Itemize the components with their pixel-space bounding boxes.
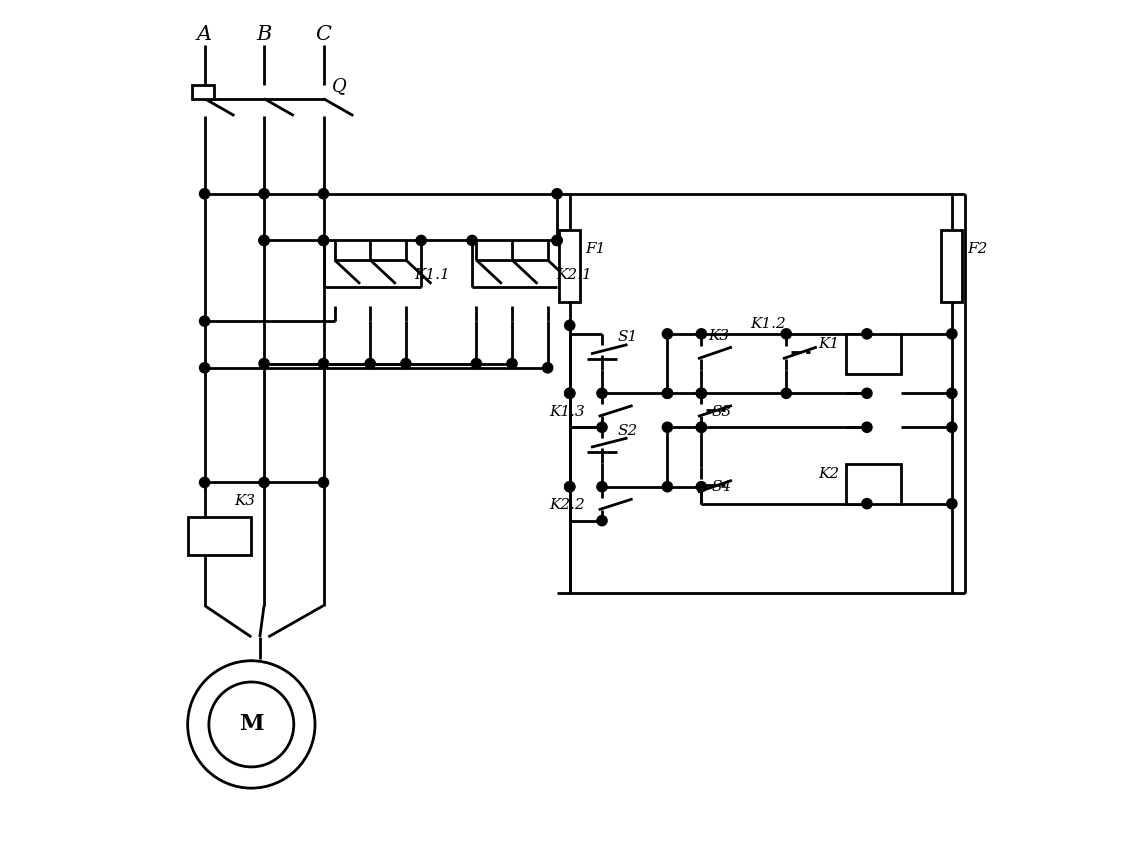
Circle shape	[507, 358, 517, 369]
Text: F1: F1	[585, 242, 605, 256]
Circle shape	[862, 499, 872, 509]
Circle shape	[663, 329, 673, 339]
Bar	[559, 230, 580, 302]
Circle shape	[663, 482, 673, 492]
Circle shape	[400, 358, 411, 369]
Circle shape	[199, 189, 209, 198]
Text: S3: S3	[711, 405, 732, 419]
Circle shape	[416, 236, 426, 246]
Circle shape	[199, 316, 209, 326]
Circle shape	[597, 482, 607, 492]
Bar	[846, 463, 901, 504]
Text: K1.3: K1.3	[550, 405, 585, 419]
Circle shape	[663, 388, 673, 399]
Circle shape	[564, 320, 575, 331]
Circle shape	[947, 499, 957, 509]
Circle shape	[947, 329, 957, 339]
Circle shape	[319, 236, 329, 246]
Text: K2: K2	[818, 467, 839, 481]
Circle shape	[319, 189, 329, 198]
Text: M: M	[239, 714, 264, 735]
Circle shape	[564, 388, 575, 399]
Circle shape	[597, 422, 607, 432]
Circle shape	[564, 482, 575, 492]
Text: C: C	[316, 25, 331, 44]
Text: K2.2: K2.2	[550, 498, 585, 513]
Text: A: A	[197, 25, 213, 44]
Circle shape	[564, 388, 575, 399]
Circle shape	[199, 362, 209, 373]
Bar	[192, 85, 214, 98]
Circle shape	[259, 477, 269, 488]
Circle shape	[782, 388, 792, 399]
Circle shape	[543, 362, 553, 373]
Circle shape	[319, 477, 329, 488]
Circle shape	[697, 482, 707, 492]
Bar	[941, 230, 962, 302]
Circle shape	[862, 329, 872, 339]
Circle shape	[552, 236, 562, 246]
Circle shape	[319, 358, 329, 369]
Circle shape	[467, 236, 477, 246]
Text: K1.1: K1.1	[414, 268, 450, 282]
Text: S4: S4	[711, 480, 732, 494]
Circle shape	[365, 358, 375, 369]
Bar	[846, 334, 901, 374]
Text: K2.1: K2.1	[556, 268, 592, 282]
Circle shape	[199, 477, 209, 488]
Circle shape	[862, 422, 872, 432]
Circle shape	[319, 236, 329, 246]
Circle shape	[862, 388, 872, 399]
Circle shape	[947, 388, 957, 399]
Circle shape	[697, 388, 707, 399]
Circle shape	[259, 236, 269, 246]
Circle shape	[597, 388, 607, 399]
Circle shape	[552, 236, 562, 246]
Circle shape	[697, 422, 707, 432]
Circle shape	[472, 358, 482, 369]
Text: K1: K1	[818, 337, 839, 351]
Text: B: B	[257, 25, 271, 44]
Text: K3: K3	[234, 494, 256, 508]
Circle shape	[259, 236, 269, 246]
Circle shape	[209, 682, 294, 767]
Circle shape	[564, 482, 575, 492]
Bar	[188, 517, 251, 555]
Text: S2: S2	[618, 424, 638, 438]
Circle shape	[552, 189, 562, 198]
Circle shape	[663, 422, 673, 432]
Text: K3: K3	[708, 329, 729, 343]
Text: F2: F2	[967, 242, 987, 256]
Circle shape	[697, 388, 707, 399]
Circle shape	[259, 189, 269, 198]
Circle shape	[782, 329, 792, 339]
Circle shape	[188, 661, 316, 788]
Circle shape	[597, 515, 607, 526]
Text: K1.2: K1.2	[751, 317, 786, 331]
Circle shape	[697, 329, 707, 339]
Text: Q: Q	[333, 77, 347, 95]
Circle shape	[697, 422, 707, 432]
Circle shape	[663, 388, 673, 399]
Text: S1: S1	[618, 331, 638, 344]
Circle shape	[947, 422, 957, 432]
Circle shape	[259, 358, 269, 369]
